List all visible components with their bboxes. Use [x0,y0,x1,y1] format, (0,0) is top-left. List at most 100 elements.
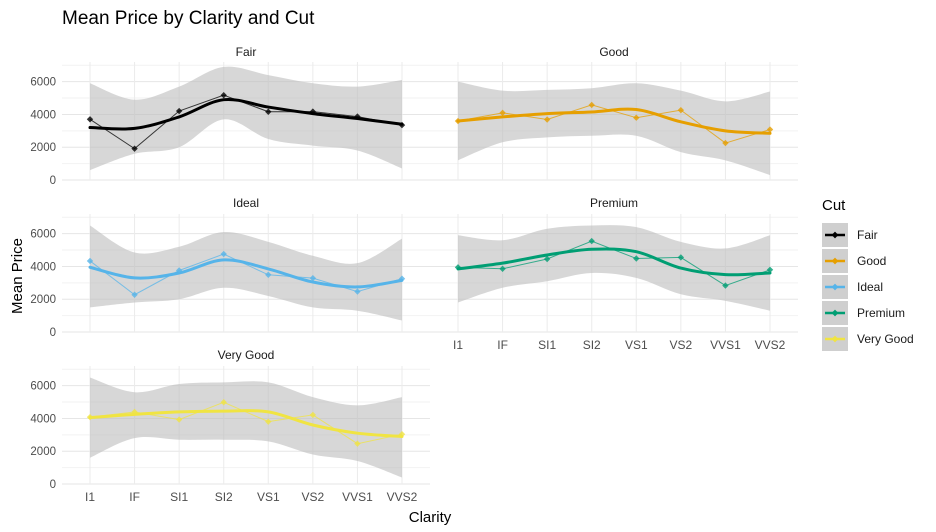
x-tick-label-vs2: VS2 [302,490,325,504]
legend-key-marker [831,309,839,317]
data-point-very-good-si1 [175,416,183,423]
data-point-very-good-vvs2 [398,431,406,438]
data-point-premium-si1 [543,255,551,263]
y-tick-label: 2000 [30,142,56,154]
y-tick-label: 2000 [30,446,56,458]
data-point-very-good-si2 [220,399,227,406]
x-tick-label-vvs1: VVS1 [342,490,373,504]
data-point-fair-i1 [86,116,94,123]
panel-premium: Premium I1 IF SI1 SI2 VS1 VS2 VVS1 VVS2 [430,196,798,352]
panel-ideal: Ideal 0 2000 4000 6000 [30,196,430,339]
data-point-fair-si1 [175,107,183,115]
legend-label-premium: Premium [857,306,905,320]
data-point-ideal-vvs1 [354,288,361,295]
smooth-line-premium [456,247,772,277]
data-point-good-vs2 [677,106,685,114]
legend-label-fair: Fair [857,228,878,242]
x-tick-label-si1: SI1 [170,490,188,504]
confidence-band-ideal [90,225,402,321]
data-point-ideal-vs1 [265,271,272,279]
data-point-premium-if [499,265,506,272]
x-tick-label-i1: I1 [453,338,463,352]
legend-item-fair: Fair [822,223,878,247]
legend-title: Cut [822,197,846,214]
confidence-band-good [458,81,770,176]
x-tick-label-vvs2: VVS2 [387,490,418,504]
data-point-fair-vvs2 [398,121,406,129]
data-point-premium-si2 [588,237,595,245]
legend-key-marker [831,231,839,239]
legend: Cut Fair Good Ideal Premium Very Good [822,197,914,351]
y-tick-label: 6000 [30,77,56,89]
data-point-ideal-if [131,291,138,298]
legend-key-marker [831,335,839,343]
data-point-ideal-vs2 [309,274,317,282]
confidence-band-fair [90,66,402,171]
data-point-very-good-if [131,408,138,416]
x-tick-label-vs1: VS1 [257,490,280,504]
legend-label-ideal: Ideal [857,280,883,294]
data-point-very-good-vs2 [309,411,317,419]
y-tick-label: 4000 [30,261,56,273]
x-tick-label-if: IF [497,338,508,352]
data-point-premium-vs2 [677,254,685,261]
facet-label-premium: Premium [590,196,638,210]
x-axis-label: Clarity [409,509,452,526]
legend-item-ideal: Ideal [822,275,883,299]
data-point-ideal-vvs2 [398,275,406,282]
data-point-good-vvs1 [722,139,729,147]
facet-label-good: Good [599,45,628,59]
panel-fair: Fair 0 2000 4000 6000 [30,45,430,187]
legend-key-marker [831,257,839,265]
panel-very-good: Very Good 0 2000 4000 6000 I1 IF SI1 SI2 VS1 VS2 VV… [30,348,430,504]
smooth-line-ideal [88,258,404,289]
data-point-ideal-i1 [86,257,94,265]
y-tick-label: 0 [50,327,56,339]
data-point-premium-vs1 [633,255,640,262]
y-tick-label: 6000 [30,229,56,241]
data-point-fair-vs2 [309,108,317,115]
data-point-ideal-si1 [175,267,183,274]
data-point-fair-si2 [220,92,227,99]
confidence-band-very-good [90,377,402,478]
x-tick-label-si1: SI1 [538,338,556,352]
data-point-good-vs1 [633,114,640,121]
data-point-good-if [499,109,506,117]
smooth-line-very-good [88,409,404,438]
data-point-fair-vvs1 [354,113,361,120]
x-tick-label-i1: I1 [85,490,95,504]
y-tick-label: 6000 [30,381,56,393]
data-point-fair-if [131,145,138,152]
y-axis-label: Mean Price [9,238,26,314]
x-tick-label-vvs2: VVS2 [755,338,786,352]
chart-title: Mean Price by Clarity and Cut [62,8,315,29]
x-tick-label-si2: SI2 [583,338,601,352]
facet-label-fair: Fair [236,45,257,59]
y-tick-label: 0 [50,175,56,187]
facet-label-ideal: Ideal [233,196,259,210]
data-point-good-i1 [454,117,462,125]
data-point-premium-vvs2 [766,266,774,274]
legend-key-marker [831,283,839,291]
data-point-premium-i1 [454,264,462,271]
legend-item-premium: Premium [822,301,905,325]
facet-panels: Fair 0 2000 4000 6000 Good Ideal 0 2000 4000 6000 P… [30,45,798,504]
data-point-ideal-si2 [220,250,227,258]
data-point-good-si1 [543,116,551,123]
legend-item-very-good: Very Good [822,327,914,351]
data-point-very-good-i1 [86,413,94,421]
data-point-premium-vvs1 [722,282,729,289]
data-point-good-si2 [588,101,595,109]
x-tick-label-vs1: VS1 [625,338,648,352]
data-point-very-good-vs1 [265,418,272,425]
smooth-line-good [456,107,772,135]
x-tick-label-si2: SI2 [215,490,233,504]
legend-label-very-good: Very Good [857,332,914,346]
y-tick-label: 2000 [30,294,56,306]
y-tick-label: 4000 [30,413,56,425]
legend-item-good: Good [822,249,886,273]
data-point-very-good-vvs1 [354,440,361,447]
series-line-ideal [89,253,403,296]
data-point-good-vvs2 [766,126,774,133]
